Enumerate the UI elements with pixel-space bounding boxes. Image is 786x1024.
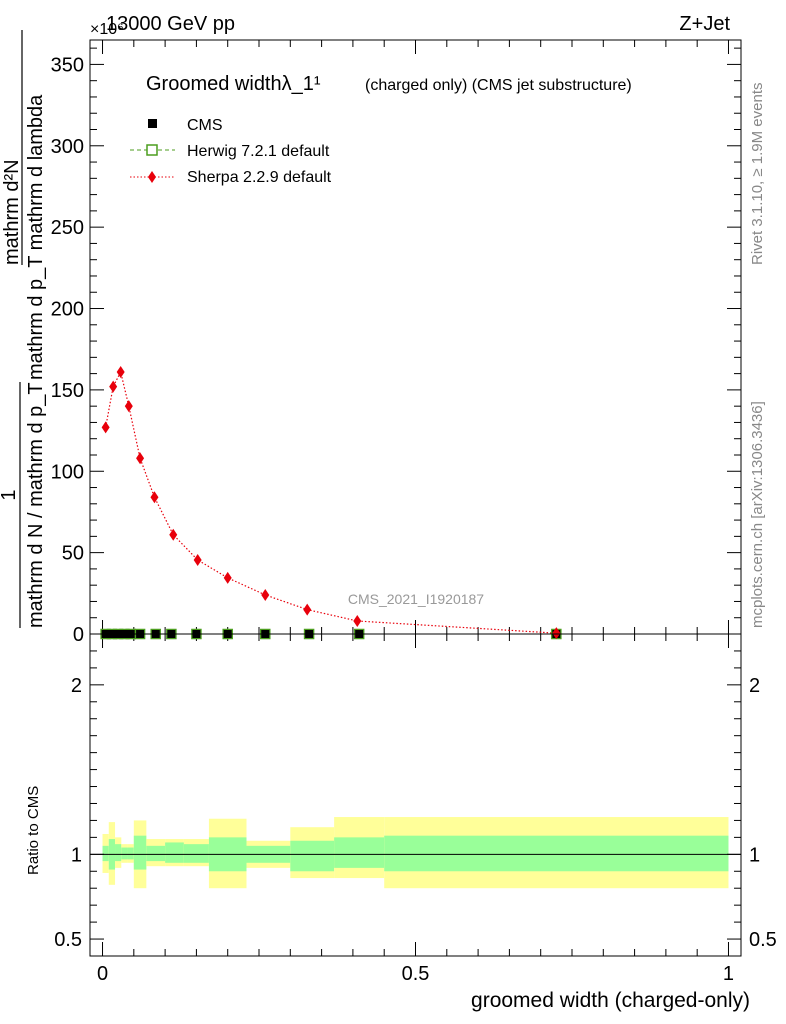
sherpa-point (552, 627, 561, 640)
x-axis-label: groomed width (charged-only) (471, 989, 750, 1012)
legend-marker-sherpa (148, 171, 156, 183)
y-axis-label-one: 1 (0, 489, 20, 500)
series-layer (100, 365, 562, 640)
ratio-band-inner (102, 845, 109, 862)
sherpa-line (105, 370, 557, 634)
main-y-tick-label: 100 (51, 461, 84, 483)
legend: CMS Herwig 7.2.1 default Sherpa 2.2.9 de… (130, 117, 332, 186)
ratio-bands (102, 817, 729, 889)
ratio-y-tick-label: 2 (71, 675, 82, 697)
ratio-band-inner (133, 835, 147, 870)
sherpa-point (353, 614, 362, 627)
ratio-band-inner (384, 835, 729, 872)
ratio-band-inner (165, 842, 184, 863)
ratio-band-inner (127, 847, 134, 860)
sherpa-point (136, 452, 145, 465)
header-left: 13000 GeV pp (106, 13, 235, 35)
ratio-band-inner (121, 847, 128, 860)
y-axis-label-denominator: mathrm d N / mathrm d p_T (25, 382, 47, 628)
ratio-band-inner (183, 844, 209, 863)
main-axis-ticks: 0 50 100 150 200 250 300 350 (51, 40, 741, 646)
chart-subtitle: (charged only) (CMS jet substructure) (365, 77, 632, 94)
chart-title: Groomed widthλ_1¹ (146, 73, 321, 95)
y-multiplier: ×10⁶ (90, 21, 124, 38)
ratio-y-tick-label-right: 2 (749, 675, 760, 697)
sherpa-point (193, 553, 202, 566)
legend-label-cms: CMS (187, 117, 223, 134)
ratio-y-tick-label-right: 0.5 (749, 929, 777, 951)
ratio-band-inner (115, 844, 122, 862)
header-right: Z+Jet (679, 13, 730, 35)
y-axis-label-numerator: mathrm d²N (1, 159, 23, 265)
sherpa-point (169, 528, 178, 541)
rivet-label: Rivet 3.1.10, ≥ 1.9M events (749, 83, 766, 266)
ratio-y-tick-label-right: 1 (749, 844, 760, 866)
sherpa-point (101, 421, 110, 434)
x-tick-label: 1 (723, 963, 734, 985)
sherpa-point (223, 571, 232, 584)
legend-label-sherpa: Sherpa 2.2.9 default (187, 169, 332, 186)
x-tick-label: 0 (97, 963, 108, 985)
ratio-axis-ticks: 0.5 0.5 1 1 2 2 0 0.5 1 (54, 634, 777, 985)
mcplots-label: mcplots.cern.ch [arXiv:1306.3436] (749, 401, 766, 628)
legend-marker-herwig (146, 144, 158, 156)
ratio-axis-label: Ratio to CMS (25, 786, 42, 875)
ratio-y-tick-label: 1 (71, 844, 82, 866)
y-axis-label-numerator-denominator: mathrm d p_T mathrm d lambda (25, 94, 47, 380)
sherpa-point (150, 491, 159, 504)
sherpa-point (303, 603, 312, 616)
watermark: CMS_2021_I1920187 (348, 591, 484, 607)
ratio-y-tick-label: 0.5 (54, 929, 82, 951)
legend-label-herwig: Herwig 7.2.1 default (187, 143, 330, 160)
sherpa-point (261, 588, 270, 601)
ratio-plot-frame (89, 633, 742, 957)
sherpa-point (116, 365, 125, 378)
main-y-tick-label: 350 (51, 54, 84, 76)
x-tick-label: 0.5 (402, 963, 430, 985)
sherpa-point (124, 400, 133, 413)
legend-marker-cms (148, 119, 157, 128)
main-y-tick-label: 250 (51, 217, 84, 239)
main-y-tick-label: 200 (51, 299, 84, 321)
main-y-tick-label: 0 (73, 624, 84, 646)
main-y-tick-label: 150 (51, 380, 84, 402)
main-y-tick-label: 300 (51, 136, 84, 158)
ratio-band-inner (290, 840, 335, 872)
sherpa-point (109, 380, 118, 393)
main-y-tick-label: 50 (62, 543, 84, 565)
ratio-band-inner (334, 837, 385, 868)
ratio-band-inner (146, 845, 166, 862)
